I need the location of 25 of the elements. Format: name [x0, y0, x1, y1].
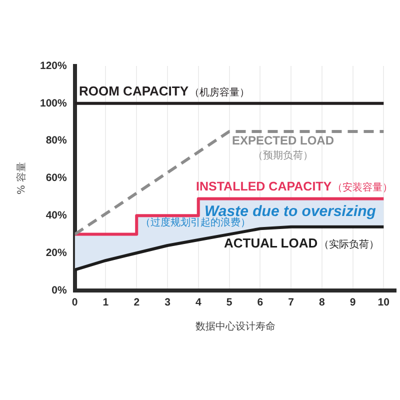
x-tick-label: 3: [164, 296, 171, 309]
series-label: EXPECTED LOAD（预期负荷）: [232, 133, 334, 162]
series-label: INSTALLED CAPACITY（安装容量）: [196, 179, 393, 194]
x-tick-label: 2: [134, 296, 140, 309]
y-tick-label: 80%: [46, 134, 68, 147]
x-tick-label: 10: [378, 296, 390, 309]
y-tick-label: 120%: [40, 60, 68, 72]
y-axis-title: % 容量: [16, 162, 28, 195]
y-tick-label: 40%: [46, 209, 68, 222]
series-label: ROOM CAPACITY（机房容量）: [79, 84, 250, 99]
x-tick-label: 5: [226, 296, 232, 309]
y-tick-label: 0%: [52, 284, 68, 296]
series-label: ACTUAL LOAD（实际负荷）: [224, 236, 379, 251]
y-tick-label: 100%: [40, 97, 68, 110]
x-axis-title: 数据中心设计寿命: [195, 320, 276, 333]
x-tick-label: 6: [257, 296, 264, 309]
x-tick-label: 8: [318, 296, 325, 309]
x-tick-label: 4: [195, 296, 202, 309]
x-tick-label: 7: [288, 296, 294, 309]
x-tick-label: 1: [102, 296, 109, 309]
annotation: Waste due to oversizing（过度规划引起的浪费）: [140, 203, 376, 228]
y-tick-label: 20%: [46, 246, 68, 259]
x-tick-label: 0: [72, 296, 78, 309]
y-tick-label: 60%: [46, 172, 68, 184]
x-tick-label: 9: [350, 296, 356, 309]
